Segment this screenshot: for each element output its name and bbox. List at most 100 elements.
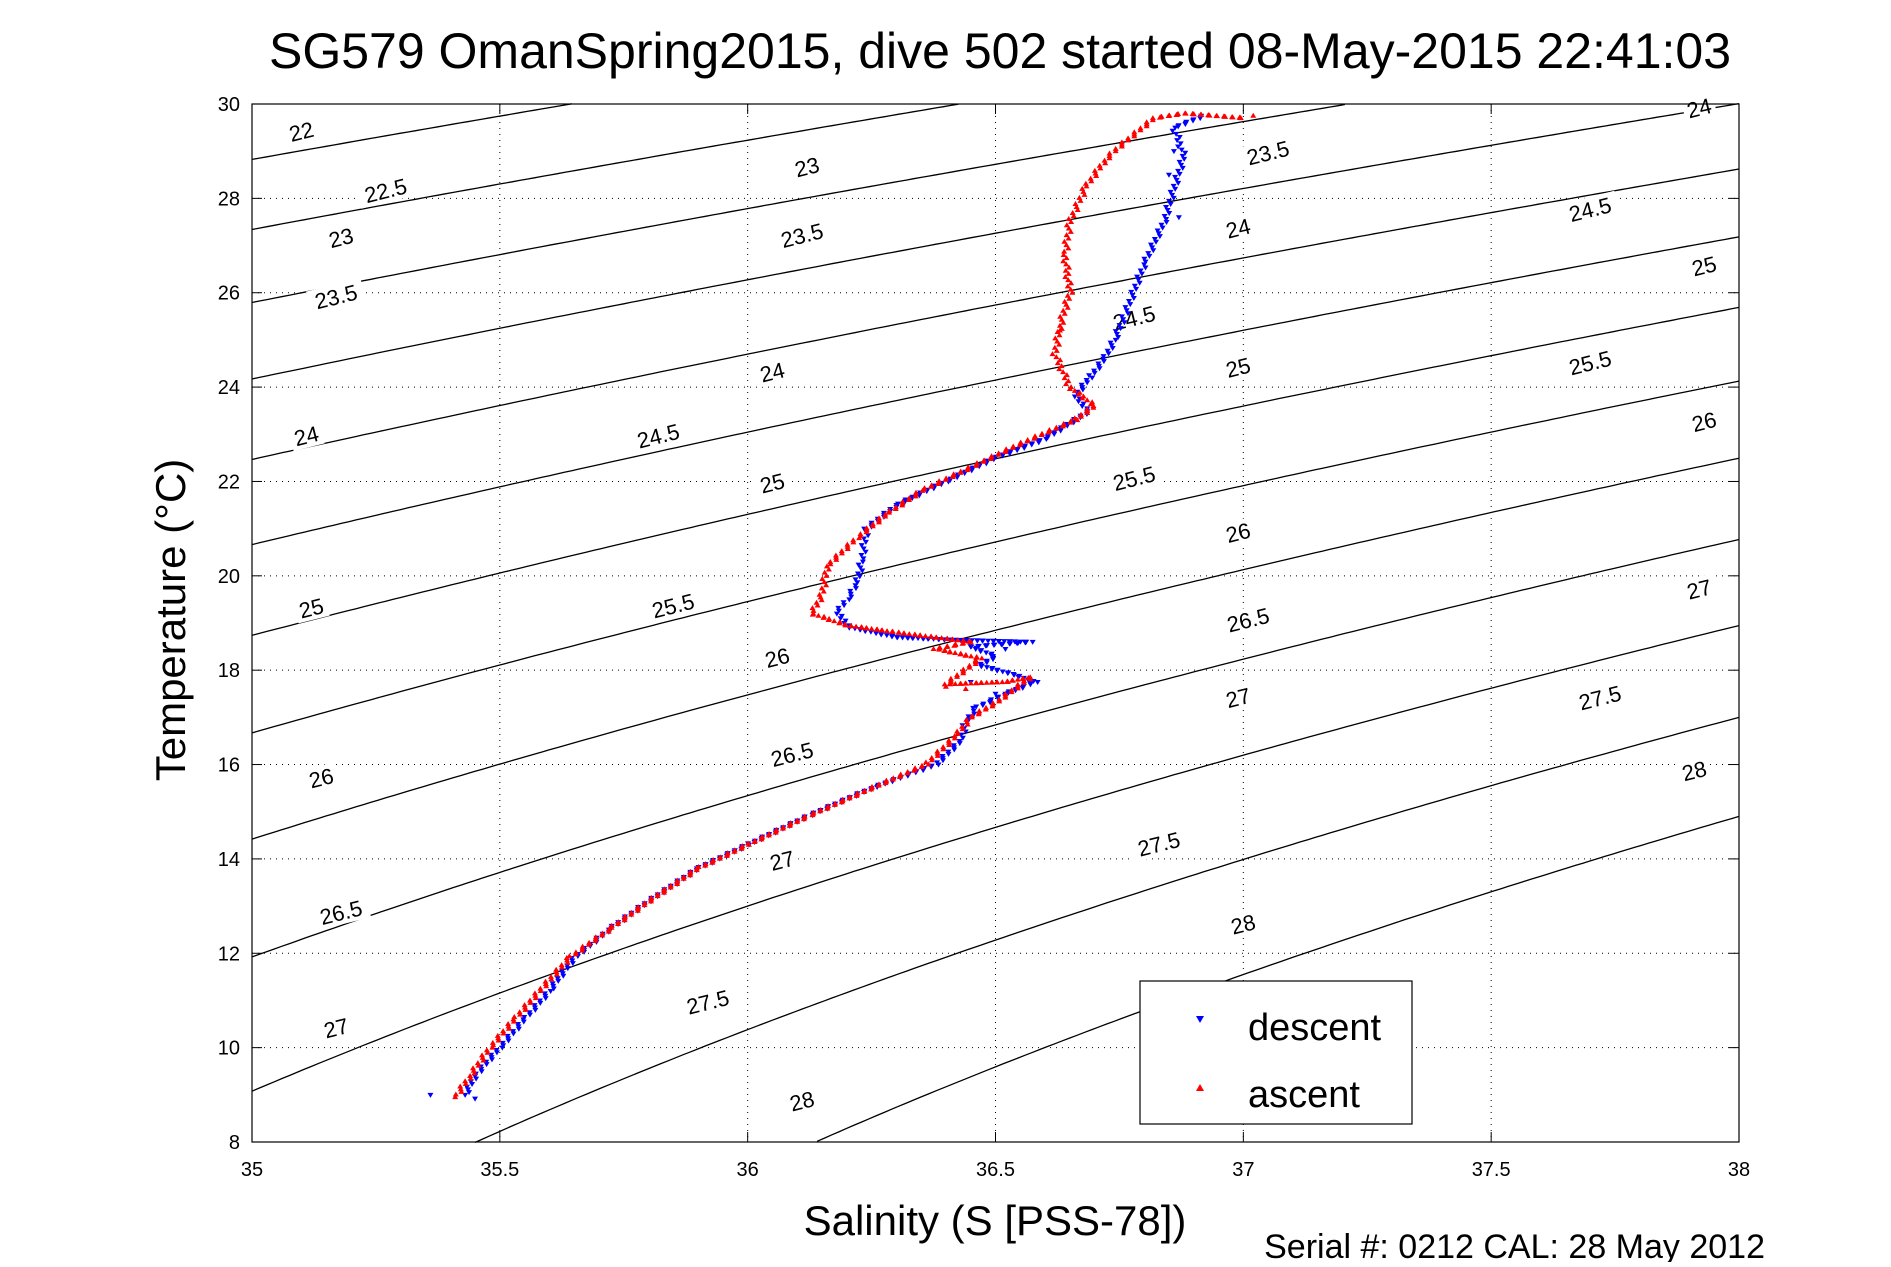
ascent-point [751,839,758,845]
descent-point [1176,159,1183,165]
ascent-point [1213,112,1220,118]
ascent-point [1064,304,1071,310]
ascent-point [1069,289,1076,295]
descent-point [954,475,961,481]
ascent-point [1057,357,1064,363]
descent-point [970,705,977,711]
descent-point [1128,289,1135,295]
descent-point [1181,156,1188,162]
ascent-point [1205,112,1212,118]
x-tick-label: 36.5 [976,1159,1015,1181]
descent-point [1137,268,1144,274]
contour-label: 26 [762,643,792,673]
descent-point [564,966,571,972]
ascent-point [1066,264,1073,270]
ascent-point [863,529,870,535]
ascent-point [1045,429,1052,435]
ascent-point [634,907,641,913]
descent-point [999,669,1006,675]
contour-label-background [1237,134,1298,171]
descent-point [464,1087,471,1093]
ascent-point [844,545,851,551]
ascent-point [980,458,987,464]
descent-point [1108,343,1115,349]
ascent-point [951,642,958,648]
ascent-point [745,841,752,847]
contour-label: 27 [1684,574,1714,604]
descent-point [1173,177,1180,183]
descent-point [1125,311,1132,317]
contour-label: 24 [1684,93,1714,123]
descent-point [990,642,997,648]
descent-point [1147,242,1154,248]
ascent-point [1112,148,1119,154]
ascent-point [585,941,592,947]
ascent-point [960,670,967,676]
ascent-point [674,880,681,886]
ascent-point [1004,678,1011,684]
ascent-point [516,1009,523,1015]
ascent-point [489,1044,496,1050]
ascent-point [951,735,958,741]
ascent-point [495,1037,502,1043]
descent-point [1169,128,1176,134]
ascent-point [1014,685,1021,691]
descent-point [1172,186,1179,192]
ascent-point [1067,228,1074,234]
descent-point [968,468,975,474]
ascent-point [899,502,906,508]
ascent-point [957,680,964,686]
ascent-point [452,1094,459,1100]
ascent-point [868,786,875,792]
ascent-point [475,1062,482,1068]
isopycnal-line [251,624,1740,1092]
descent-point [994,668,1001,674]
ascent-point [856,535,863,541]
descent-point [472,1096,479,1102]
ascent-point [1027,676,1034,682]
descent-point [1172,174,1179,180]
descent-point [520,1019,527,1025]
descent-point [1178,162,1185,168]
ascent-point [1064,283,1071,289]
descent-point [945,751,952,757]
descent-point [958,732,965,738]
descent-point [1190,118,1197,124]
ascent-point [531,990,538,996]
ascent-point [648,898,655,904]
descent-point [862,549,869,555]
descent-point [833,611,840,617]
ascent-point [818,585,825,591]
descent-point [1086,373,1093,379]
descent-point [1112,329,1119,335]
ascent-point [564,957,571,963]
ascent-point [934,752,941,758]
descent-point [559,971,566,977]
descent-point [985,638,992,644]
ascent-point [1031,435,1038,441]
descent-point [1156,234,1163,240]
descent-point [998,642,1005,648]
ascent-point [495,1035,502,1041]
ascent-point [900,630,907,636]
ascent-point [988,679,995,685]
descent-point [1174,138,1181,144]
ascent-point [1143,123,1150,129]
descent-point [1178,147,1185,153]
x-tick-label: 36 [737,1159,759,1181]
descent-point [854,580,861,586]
ascent-point [973,462,980,468]
ascent-point [1091,167,1098,173]
ascent-point [1102,160,1109,166]
descent-point [473,1076,480,1082]
descent-point [983,660,990,666]
contour-label: 27 [321,1013,351,1043]
legend-ascent-label: ascent [1248,1074,1360,1116]
ascent-point [941,647,948,653]
descent-point [873,631,880,637]
ascent-point [1063,372,1070,378]
contour-label-background [292,592,330,624]
descent-point [483,1062,490,1068]
contour-label-background [1675,755,1713,787]
contour-label: 24 [291,421,321,451]
